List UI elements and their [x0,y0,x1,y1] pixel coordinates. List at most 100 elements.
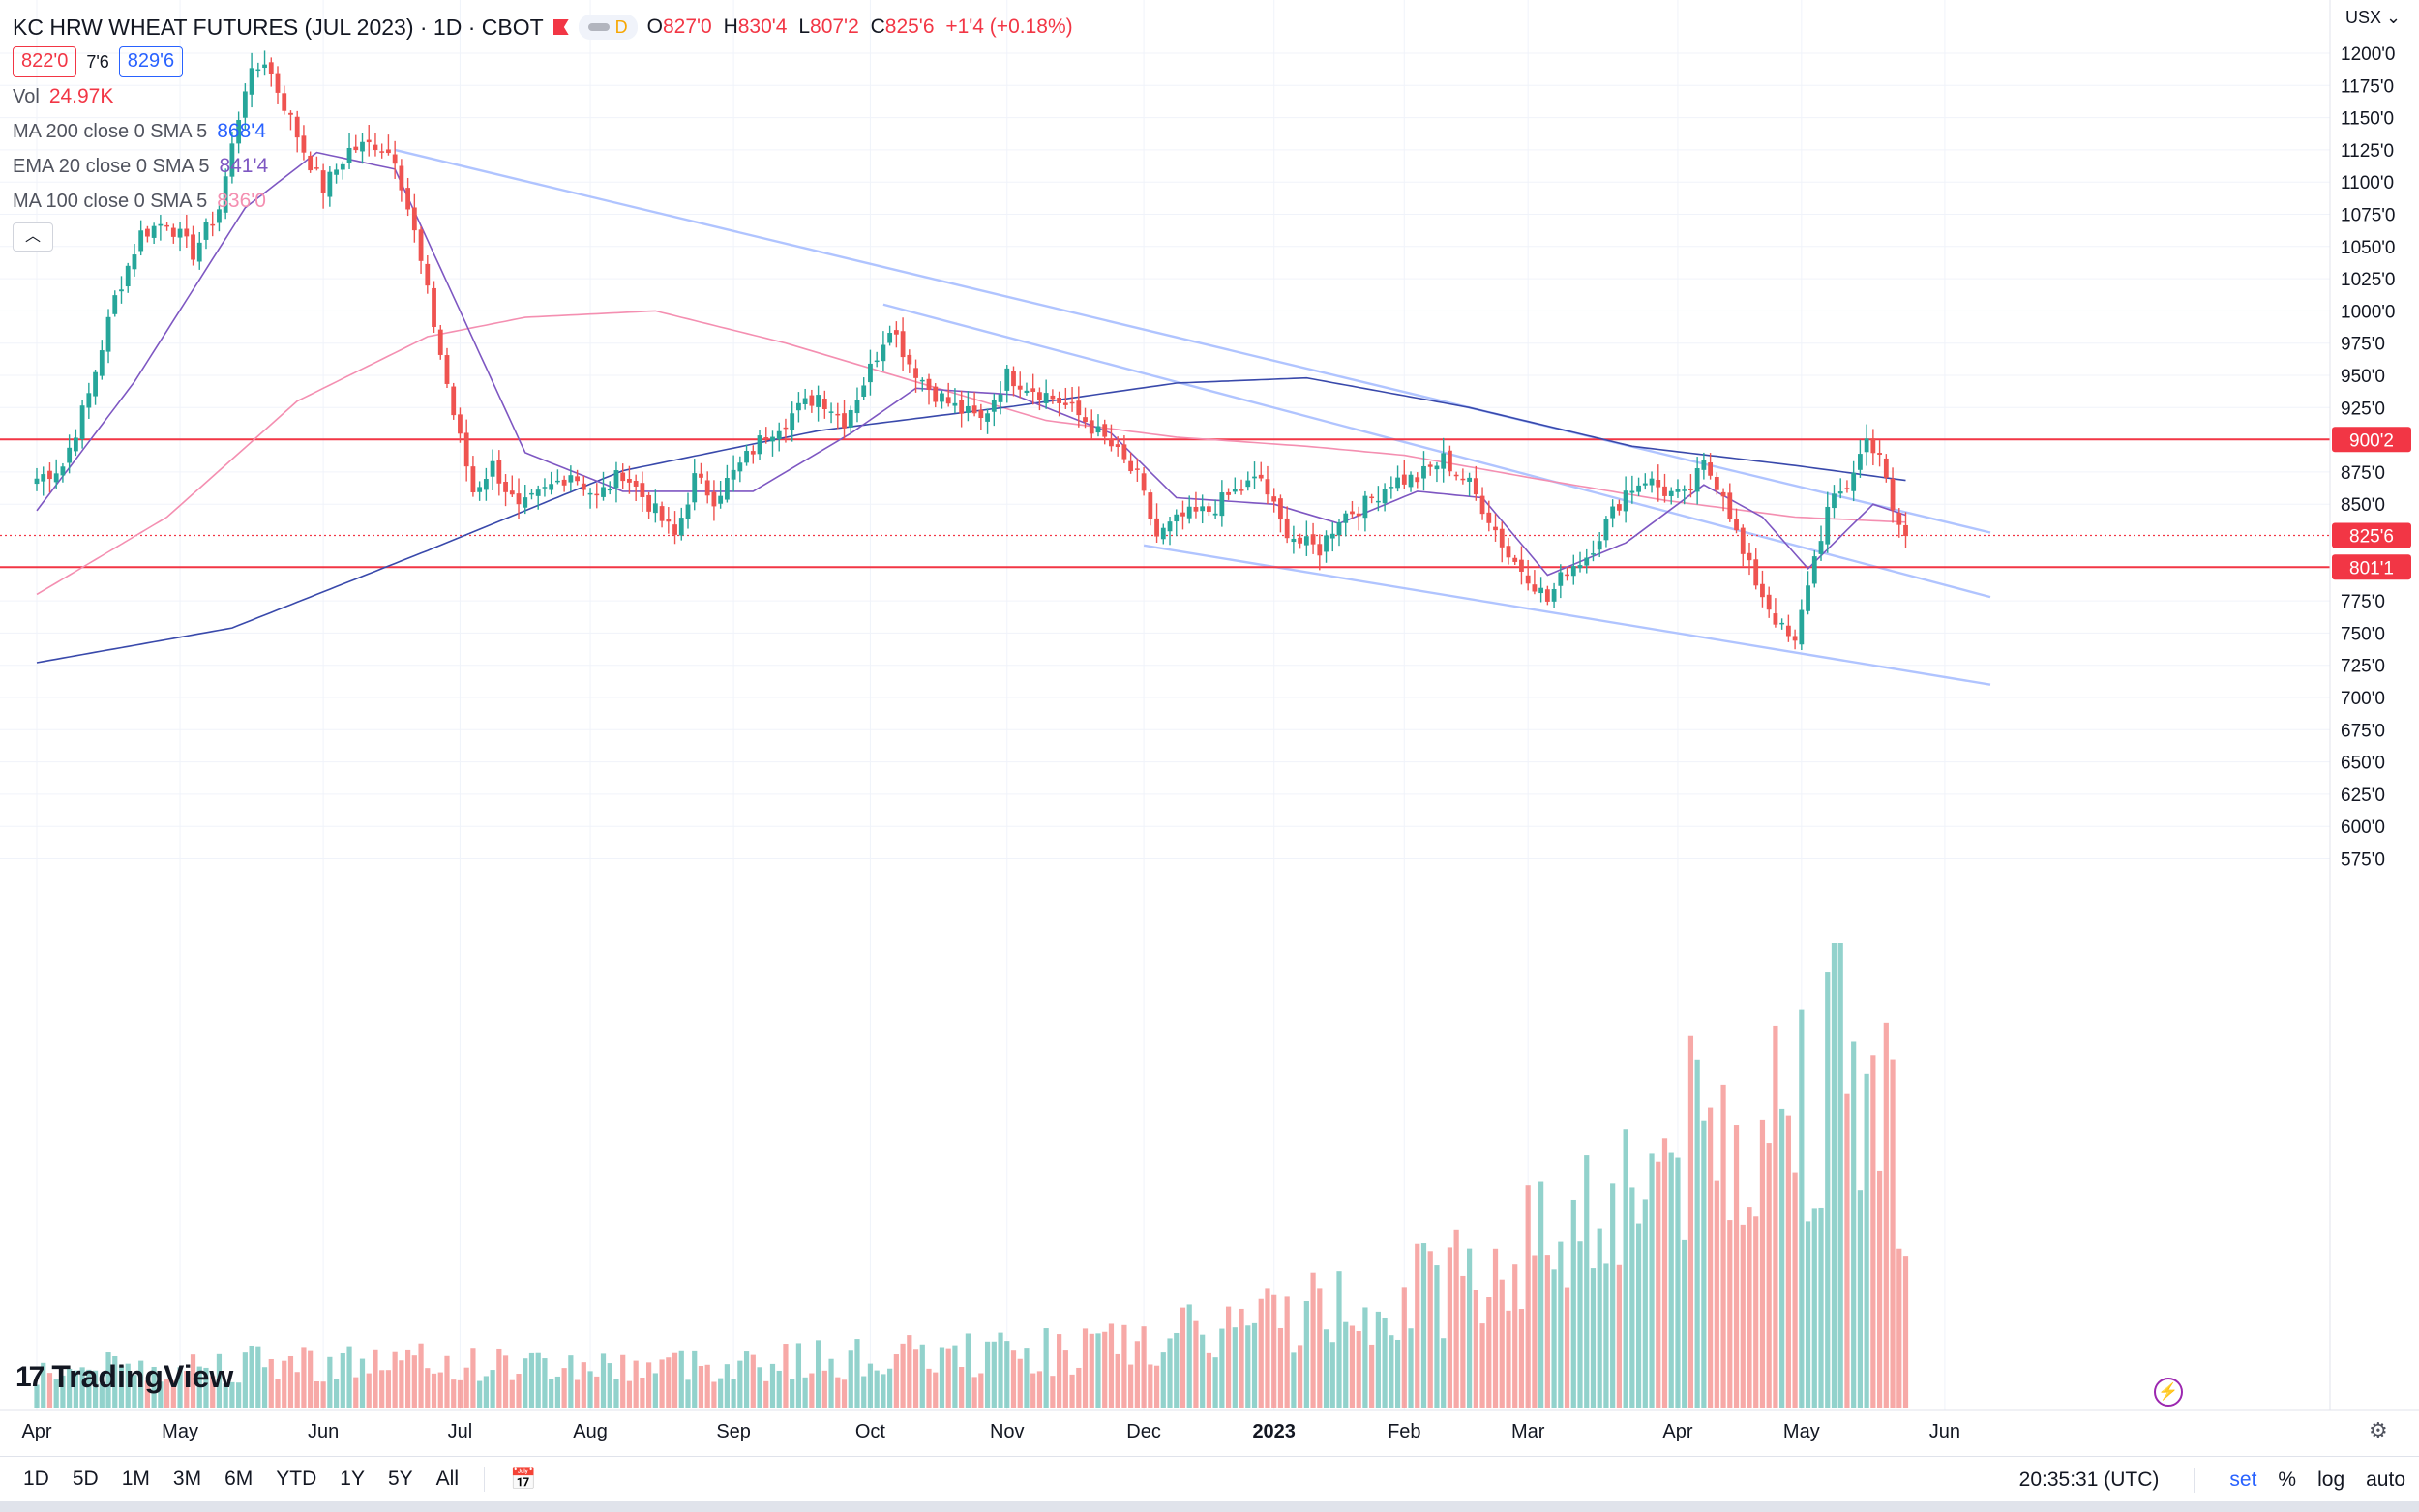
range-5d[interactable]: 5D [72,1468,99,1490]
time-axis[interactable]: Apr May Jun Jul Aug Sep Oct Nov Dec 2023 Feb Mar Apr… [21,1421,1960,1442]
log-scale-toggle[interactable]: log [2317,1468,2345,1491]
range-5y[interactable]: 5Y [387,1468,413,1490]
volume-bar [1057,1334,1062,1408]
volume-bar [698,1366,704,1408]
candle-body [490,460,495,477]
volume-bar [848,1350,853,1408]
candle-body [724,478,730,500]
volume-bar [581,1362,586,1408]
candle-body [1525,575,1531,584]
candle-body [861,385,867,397]
candle-body [158,223,164,226]
volume-bar [1030,1373,1036,1408]
volume-bar [626,1380,633,1408]
candles [34,50,1908,651]
divider [2194,1467,2195,1493]
candle-body [1095,426,1101,433]
candle-body [783,427,789,430]
price-tick-label: 700'0 [2341,689,2385,709]
range-all[interactable]: All [435,1468,459,1490]
volume-bar [1525,1185,1531,1408]
volume-bar [1148,1364,1153,1408]
volume-bar [881,1374,886,1408]
candle-body [1656,480,1661,488]
candle-body [444,355,450,384]
clock-time[interactable]: 20:35:31 (UTC) [2018,1468,2160,1491]
candle-body [463,432,469,467]
auto-scale-toggle[interactable]: auto [2366,1468,2405,1491]
volume-bar [327,1356,333,1408]
volume-bar [437,1372,443,1408]
trendlines[interactable] [394,148,1991,686]
volume-bar [353,1377,359,1408]
indicator-label: Vol [13,86,40,107]
ask-button[interactable]: 829'6 [118,46,184,77]
candle-body [1062,402,1068,405]
candle-body [1584,557,1590,566]
calendar-goto-icon[interactable]: 📅 [510,1467,537,1491]
percent-scale-toggle[interactable]: % [2278,1468,2297,1491]
volume-bar [1675,1157,1681,1408]
indicator-ma200[interactable]: MA 200 close 0 SMA 5 868'4 [13,114,1079,149]
candle-body [971,405,977,414]
candle-body [1148,492,1153,519]
gear-icon[interactable]: ⚙ [2369,1418,2388,1442]
horizontal-levels[interactable] [0,438,2330,569]
tradingview-logo[interactable]: 17 TradingView [15,1359,233,1395]
candle-body [1453,474,1459,477]
candle-body [1160,527,1166,540]
candle-body [99,350,105,376]
range-1d[interactable]: 1D [23,1468,49,1490]
delayed-badge[interactable]: D [578,15,638,40]
range-6m[interactable]: 6M [224,1468,254,1490]
volume-bar [959,1367,965,1408]
indicator-vol[interactable]: Vol 24.97K [13,79,1079,114]
close-value: 825'6 [884,15,935,38]
spread-value: 7'6 [86,52,109,72]
candle-body [776,430,782,440]
candle-body [1668,490,1674,496]
candle-body [1506,546,1511,558]
candle-body [601,487,606,497]
volume-bar [477,1380,483,1408]
range-1m[interactable]: 1M [121,1468,150,1490]
volume-bar [933,1372,939,1408]
indicator-ema20[interactable]: EMA 20 close 0 SMA 5 841'4 [13,149,1079,184]
candle-body [1207,506,1211,512]
candle-body [1890,478,1896,511]
collapse-legend-button[interactable]: ︿ [13,222,53,252]
price-axis[interactable]: 1200'0 1175'0 1150'0 1125'0 1100'0 1075'0 1050… [2341,44,2395,871]
candle-body [1109,438,1114,447]
volume-bar [112,1356,118,1408]
symbol-title[interactable]: KC HRW WHEAT FUTURES (JUL 2023) · 1D · C… [13,15,544,40]
lightning-icon[interactable]: ⚡ [2154,1378,2183,1407]
volume-bar [1864,1073,1869,1408]
candle-body [1896,513,1902,525]
adjust-set-toggle[interactable]: set [2229,1468,2257,1491]
flag-icon[interactable] [552,19,569,35]
candle-body [210,223,216,226]
candle-body [575,476,580,482]
range-1y[interactable]: 1Y [340,1468,365,1490]
range-ytd[interactable]: YTD [276,1468,317,1490]
indicator-ma100[interactable]: MA 100 close 0 SMA 5 836'0 [13,184,1079,219]
range-3m[interactable]: 3M [172,1468,202,1490]
volume-bar [1180,1307,1186,1408]
volume-bar [1317,1288,1323,1408]
candle-body [646,494,652,512]
price-tick-label: 925'0 [2341,399,2385,419]
price-tick-label: 625'0 [2341,786,2385,806]
candle-body [1154,518,1159,537]
volume-bar [1811,1208,1817,1408]
currency-selector[interactable]: USX ⌄ [2345,8,2401,28]
bid-button[interactable]: 822'0 [13,46,77,77]
candle-body [138,230,144,252]
volume-bar [633,1360,639,1408]
candle-body [229,143,235,177]
candle-body [1128,460,1134,472]
candle-body [196,242,202,262]
candle-body [1792,636,1798,641]
candle-body [1134,468,1140,470]
volume-bar [1629,1187,1635,1408]
